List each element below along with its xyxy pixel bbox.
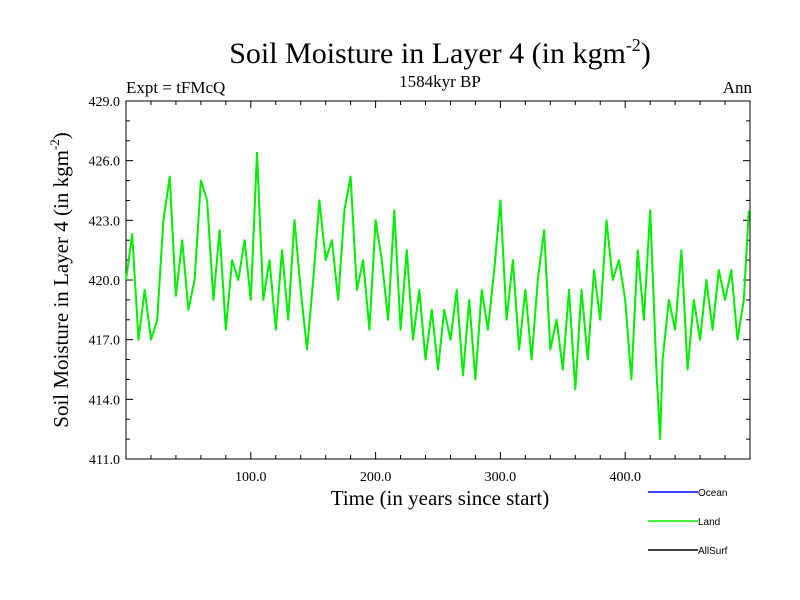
y-tick-label: 417.0 — [89, 334, 121, 349]
y-axis-label-superscript: -2 — [47, 139, 62, 150]
chart-title-superscript: -2 — [626, 35, 641, 55]
x-tick-label: 400.0 — [609, 470, 641, 485]
plot-frame — [125, 100, 751, 460]
legend-label-ocean: Ocean — [698, 488, 727, 499]
axis-ticks: 411.0 414.0 417.0 420.0 423.0 426.0 429.0 100.0… — [89, 95, 750, 485]
x-tick-label: 200.0 — [360, 470, 392, 485]
legend-label-allsurf: AllSurf — [698, 546, 728, 557]
y-tick-label: 411.0 — [89, 453, 120, 468]
y-tick-label: 420.0 — [89, 274, 121, 289]
season-label: Ann — [723, 78, 753, 97]
experiment-label: Expt = tFMcQ — [126, 78, 225, 97]
x-tick-label: 300.0 — [485, 470, 517, 485]
y-tick-label: 414.0 — [89, 393, 121, 408]
y-axis-label: Soil Moisture in Layer 4 (in kgm-2) — [47, 132, 73, 427]
y-axis-label-end: ) — [49, 132, 73, 139]
x-axis-label: Time (in years since start) — [331, 486, 550, 510]
y-tick-label: 429.0 — [89, 95, 121, 110]
legend-label-land: Land — [698, 517, 720, 528]
y-tick-label: 423.0 — [89, 214, 121, 229]
chart-title: Soil Moisture in Layer 4 (in kgm-2) — [229, 35, 651, 70]
x-tick-label: 100.0 — [235, 470, 267, 485]
legend: Ocean Land AllSurf — [648, 488, 728, 557]
chart-title-end: ) — [641, 37, 651, 70]
chart-subtitle: 1584kyr BP — [399, 72, 481, 91]
series-layer — [125, 151, 750, 441]
series-line-land — [125, 151, 750, 441]
y-tick-label: 426.0 — [89, 155, 121, 170]
